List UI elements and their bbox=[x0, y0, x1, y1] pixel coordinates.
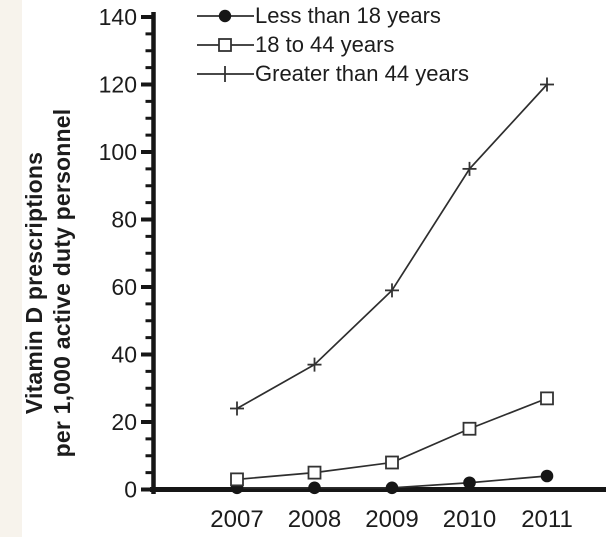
y-tick-label: 60 bbox=[111, 274, 137, 300]
plus-marker-icon bbox=[197, 65, 254, 82]
page-margin-strip bbox=[0, 0, 22, 537]
legend-item-less-than-18: Less than 18 years bbox=[197, 1, 469, 30]
y-tick-label: 80 bbox=[111, 207, 137, 233]
legend-item-greater-than-44: Greater than 44 years bbox=[197, 59, 469, 88]
y-axis-title: Vitamin D prescriptions per 1,000 active… bbox=[20, 109, 76, 458]
y-tick-label: 100 bbox=[99, 139, 137, 165]
data-point-open-square bbox=[540, 391, 554, 406]
y-tick-label: 20 bbox=[111, 409, 137, 435]
data-point-open-square bbox=[307, 465, 322, 480]
x-tick-label: 2008 bbox=[288, 506, 341, 533]
open-square-marker-icon bbox=[197, 37, 254, 52]
data-point-filled-circle bbox=[463, 476, 476, 490]
x-tick-label: 2011 bbox=[521, 506, 573, 533]
data-point-filled-circle bbox=[385, 481, 399, 495]
y-tick-label: 0 bbox=[124, 477, 137, 503]
data-point-filled-circle bbox=[308, 481, 321, 495]
legend-label: 18 to 44 years bbox=[255, 31, 395, 57]
data-point-filled-circle bbox=[540, 469, 554, 483]
legend-label: Less than 18 years bbox=[255, 2, 441, 28]
data-point-open-square bbox=[385, 455, 399, 470]
x-tick-label: 2009 bbox=[365, 506, 418, 533]
series-line-plus bbox=[236, 83, 548, 410]
y-axis-title-line2: per 1,000 active duty personnel bbox=[49, 108, 75, 458]
y-axis-title-line1: Vitamin D prescriptions bbox=[21, 151, 47, 415]
x-tick-label: 2010 bbox=[443, 506, 496, 533]
filled-circle-marker-icon bbox=[197, 9, 254, 22]
y-tick-label: 40 bbox=[111, 342, 137, 368]
data-point-open-square bbox=[230, 472, 244, 487]
y-tick-label: 120 bbox=[99, 72, 137, 98]
x-tick-label: 2007 bbox=[210, 506, 263, 533]
legend: Less than 18 years 18 to 44 years Greate… bbox=[197, 1, 469, 88]
legend-label: Greater than 44 years bbox=[255, 60, 470, 86]
y-tick-label: 140 bbox=[99, 4, 137, 30]
legend-item-18-to-44: 18 to 44 years bbox=[197, 30, 469, 59]
data-point-open-square bbox=[462, 421, 477, 436]
